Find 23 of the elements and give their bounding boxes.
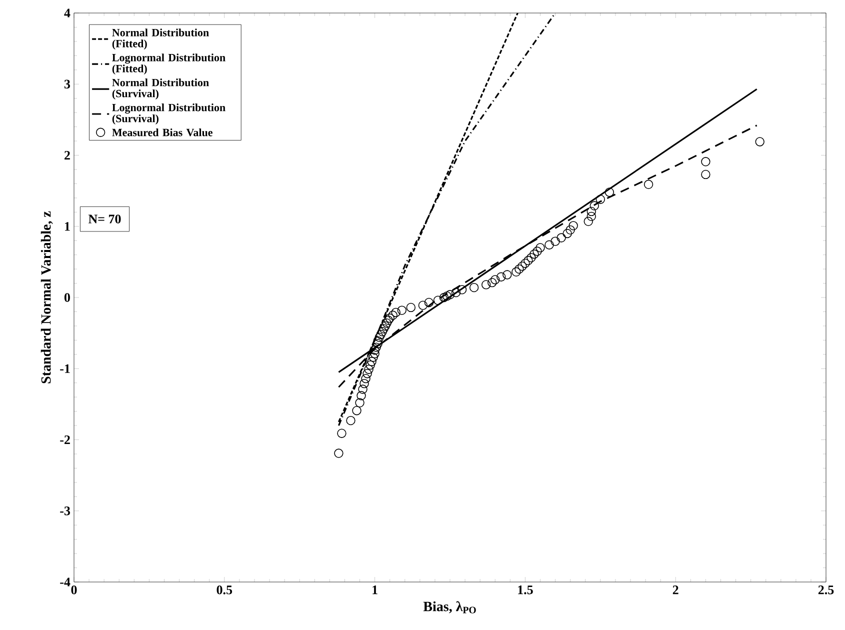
legend-label: Normal Distribution (Survival) [112,78,209,100]
annotation: N= 70 [88,214,121,224]
legend-label: Measured Bias Value [112,128,212,136]
y-tick-label: 1 [65,222,70,231]
x-tick-label: 1.5 [518,586,533,594]
x-axis-title: Bias, λ$_{PO}$ [423,601,476,614]
legend-label: Lognormal Distribution (Survival) [112,104,226,124]
legend-label: Lognormal Distribution (Fitted) [112,54,226,75]
x-tick-label: 2 [672,586,678,594]
y-tick-label: 2 [64,150,70,160]
y-tick-label: 0 [64,293,70,302]
x-tick-label: 0 [71,586,77,594]
x-tick-label: 2.5 [818,586,834,594]
y-tick-label: -1 [60,364,70,373]
x-tick-label: 0.5 [216,586,232,594]
y-tick-label: -3 [60,506,70,516]
legend-label: Normal Distribution (Fitted) [112,28,209,50]
y-axis-title: Standard Normal Variable, z [40,211,53,384]
y-tick-label: 3 [64,80,70,88]
y-tick-label: 4 [64,8,70,18]
y-tick-label: -4 [60,578,70,586]
y-tick-label: -2 [60,435,70,444]
x-tick-label: 1 [372,586,378,594]
